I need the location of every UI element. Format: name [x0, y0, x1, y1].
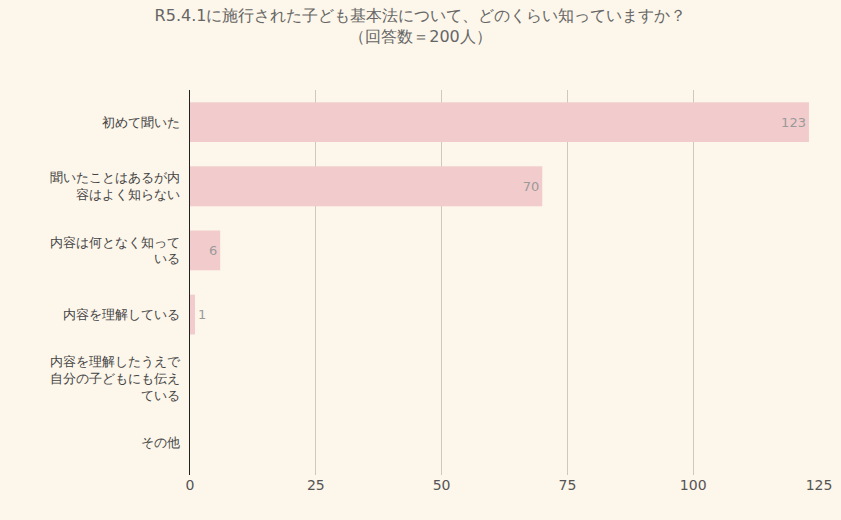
- svg-text:内容は何となく知っている: 内容は何となく知っている: [50, 235, 180, 267]
- svg-text:1: 1: [198, 307, 206, 322]
- svg-text:125: 125: [806, 477, 833, 493]
- svg-text:50: 50: [433, 477, 451, 493]
- svg-text:123: 123: [781, 115, 806, 130]
- svg-text:その他: その他: [141, 435, 180, 450]
- svg-text:75: 75: [558, 477, 576, 493]
- svg-text:R5.4.1に施行された子ども基本法について、どのくらい知っ: R5.4.1に施行された子ども基本法について、どのくらい知っていますか？（回答数…: [155, 6, 687, 46]
- svg-text:内容を理解している: 内容を理解している: [63, 307, 180, 322]
- svg-text:25: 25: [307, 477, 325, 493]
- svg-text:100: 100: [680, 477, 707, 493]
- svg-text:内容を理解したうえで自分の子どもにも伝えている: 内容を理解したうえで自分の子どもにも伝えている: [50, 354, 181, 403]
- svg-text:6: 6: [209, 243, 217, 258]
- svg-text:70: 70: [523, 179, 540, 194]
- svg-text:0: 0: [186, 477, 195, 493]
- svg-text:初めて聞いた: 初めて聞いた: [102, 115, 180, 130]
- svg-text:聞いたことはあるが内容はよく知らない: 聞いたことはあるが内容はよく知らない: [50, 170, 180, 202]
